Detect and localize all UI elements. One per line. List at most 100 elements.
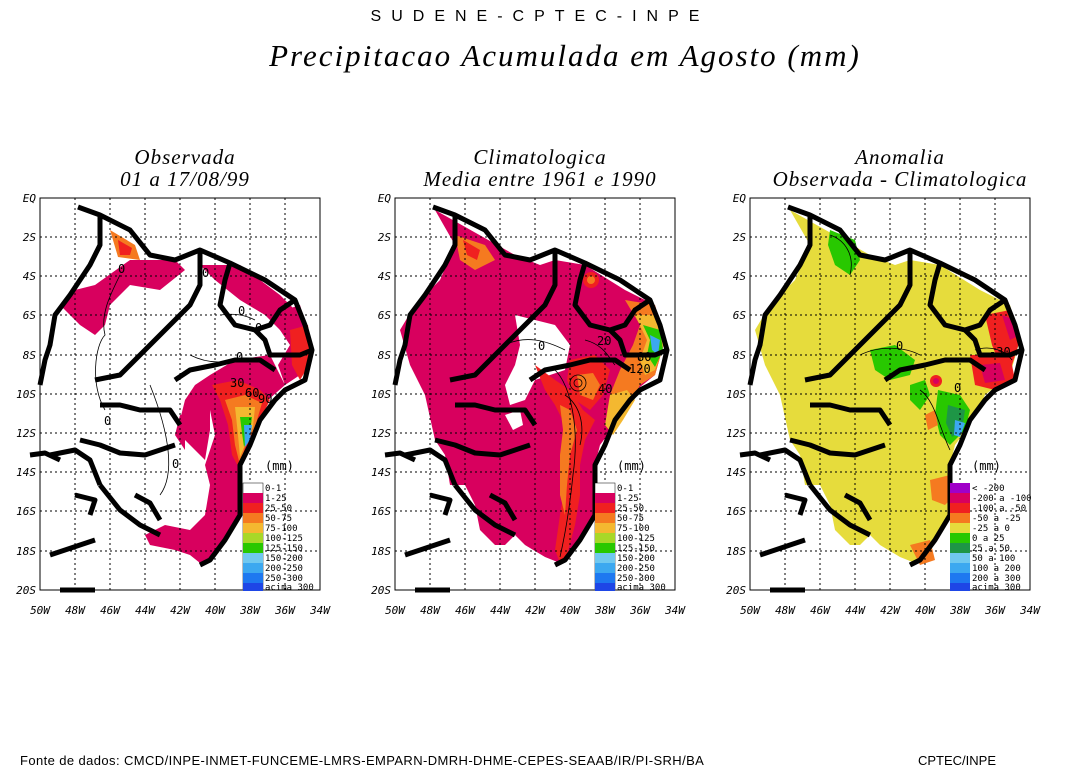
state-borders — [29, 204, 315, 593]
lon-label: 34W — [1019, 604, 1041, 617]
lat-label: 16S — [16, 505, 36, 518]
contour-label: 0 — [104, 414, 111, 428]
lat-label: 18S — [16, 545, 36, 558]
lon-label: 48W — [65, 604, 86, 617]
lon-label: 42W — [170, 604, 191, 617]
panel-title-observed: Observada 01 a 17/08/99 — [35, 146, 335, 190]
lat-label: 18S — [726, 545, 746, 558]
lat-label: 8S — [378, 349, 392, 362]
legend-label: 250-300 — [265, 574, 303, 584]
map-anomaly: 0 0 -30 (mm) < -200 -200 a -100 -100 a -… — [726, 192, 1041, 617]
legend-label: 200-250 — [617, 564, 655, 574]
lon-axis-labels: 50W 48W 46W 44W 42W 40W 38W 36W 34W — [30, 604, 331, 617]
lat-label: 14S — [726, 466, 746, 479]
contour-label: 0 — [172, 457, 179, 471]
legend-label: 0 a 25 — [972, 534, 1005, 544]
lat-label: 14S — [16, 466, 36, 479]
lon-label: 38W — [949, 604, 971, 617]
panel-title-line1: Anomalia — [855, 145, 945, 169]
legend-label: 50 a 100 — [972, 554, 1015, 564]
legend-label: 125-150 — [265, 544, 303, 554]
lon-label: 40W — [915, 604, 936, 617]
lon-label: 50W — [385, 604, 406, 617]
lat-label: EQ — [733, 192, 747, 205]
legend: (mm) 0-1 1-25 25-50 50-75 75-100 100-125… — [242, 459, 314, 593]
lat-label: 10S — [371, 388, 391, 401]
map-fill — [755, 210, 1020, 565]
legend-label: 100 a 200 — [972, 564, 1021, 574]
lat-label: 14S — [371, 466, 391, 479]
panel-title-line1: Observada — [134, 145, 236, 169]
lon-label: 36W — [274, 604, 296, 617]
legend-label: 25-50 — [265, 504, 292, 514]
lat-label: 12S — [371, 427, 391, 440]
contour-label: 20 — [597, 334, 611, 348]
contour-label: 0 — [238, 304, 245, 318]
legend-label: 1-25 — [265, 494, 287, 504]
legend-label: 100-125 — [265, 534, 303, 544]
lon-label: 36W — [629, 604, 651, 617]
legend-label: 50-75 — [617, 514, 644, 524]
lon-label: 44W — [845, 604, 866, 617]
legend-label: 150-200 — [265, 554, 303, 564]
lon-label: 46W — [455, 604, 476, 617]
legend-label: -100 a -50 — [972, 504, 1026, 514]
map-observed: 0 0 0 0 0 0 0 30 60 90 (mm) 0-1 1-25 25-… — [16, 192, 331, 617]
panel-title-anomaly: Anomalia Observada - Climatologica — [735, 146, 1065, 190]
lat-label: 16S — [726, 505, 746, 518]
lon-label: 46W — [100, 604, 121, 617]
lat-label: 4S — [733, 270, 747, 283]
lat-label: 20S — [16, 584, 36, 597]
lon-label: 48W — [420, 604, 441, 617]
legend-label: 25 a 50 — [972, 544, 1010, 554]
lon-label: 40W — [205, 604, 226, 617]
panel-title-line1: Climatologica — [473, 145, 607, 169]
lat-axis-labels: EQ 2S 4S 6S 8S 10S 12S 14S 16S 18S 20S — [16, 192, 36, 597]
lat-label: 12S — [16, 427, 36, 440]
legend-label: 25-50 — [617, 504, 644, 514]
legend-label: 75-100 — [265, 524, 298, 534]
panel-title-line2: Media entre 1961 e 1990 — [423, 167, 657, 191]
lat-label: 6S — [733, 309, 747, 322]
legend-label: 125-150 — [617, 544, 655, 554]
contour-label: 0 — [954, 381, 961, 395]
credit-footer: CPTEC/INPE — [918, 753, 997, 768]
lat-label: EQ — [23, 192, 37, 205]
lon-axis-labels: 50W 48W 46W 44W 42W 40W 38W 36W 34W — [385, 604, 686, 617]
legend-label: acima 300 — [972, 583, 1021, 593]
lat-axis-labels: EQ 2S 4S 6S 8S 10S 12S 14S 16S 18S 20S — [371, 192, 391, 597]
plot-frame — [394, 197, 676, 591]
grid-lines — [40, 197, 320, 591]
lat-label: 2S — [378, 231, 392, 244]
lon-label: 50W — [30, 604, 51, 617]
lat-label: 10S — [16, 388, 36, 401]
lon-label: 48W — [775, 604, 796, 617]
contour-labels: 0 0 0 0 0 0 0 30 60 90 — [104, 262, 272, 471]
org-header: SUDENE-CPTEC-INPE — [370, 8, 710, 25]
lon-label: 44W — [490, 604, 511, 617]
panel-title-climatology: Climatologica Media entre 1961 e 1990 — [385, 146, 695, 190]
legend-label: < -200 — [972, 484, 1005, 494]
contour-label: -30 — [989, 345, 1011, 359]
lat-label: 6S — [23, 309, 37, 322]
lon-label: 42W — [880, 604, 901, 617]
contour-label: 0 — [202, 266, 209, 280]
lon-label: 38W — [594, 604, 616, 617]
map-climatology: 0 20 40 80 120 (mm) 0-1 1-25 25-50 50-75… — [371, 192, 686, 617]
contour-label: 80 — [637, 350, 651, 364]
contour-label: 0 — [236, 350, 243, 364]
main-title: Precipitacao Acumulada em Agosto (mm) — [269, 38, 861, 73]
lon-label: 46W — [810, 604, 831, 617]
legend-label: 100-125 — [617, 534, 655, 544]
legend-label: -50 a -25 — [972, 514, 1021, 524]
contour-label: 0 — [255, 321, 262, 335]
lon-label: 40W — [560, 604, 581, 617]
legend: (mm) < -200 -200 a -100 -100 a -50 -50 a… — [950, 459, 1032, 593]
contour-label: 30 — [230, 376, 244, 390]
plot-frame — [39, 197, 321, 591]
lon-label: 34W — [309, 604, 331, 617]
legend: (mm) 0-1 1-25 25-50 50-75 75-100 100-125… — [594, 459, 666, 593]
lon-label: 42W — [525, 604, 546, 617]
panel-title-line2: 01 a 17/08/99 — [120, 167, 250, 191]
legend-label: 250-300 — [617, 574, 655, 584]
